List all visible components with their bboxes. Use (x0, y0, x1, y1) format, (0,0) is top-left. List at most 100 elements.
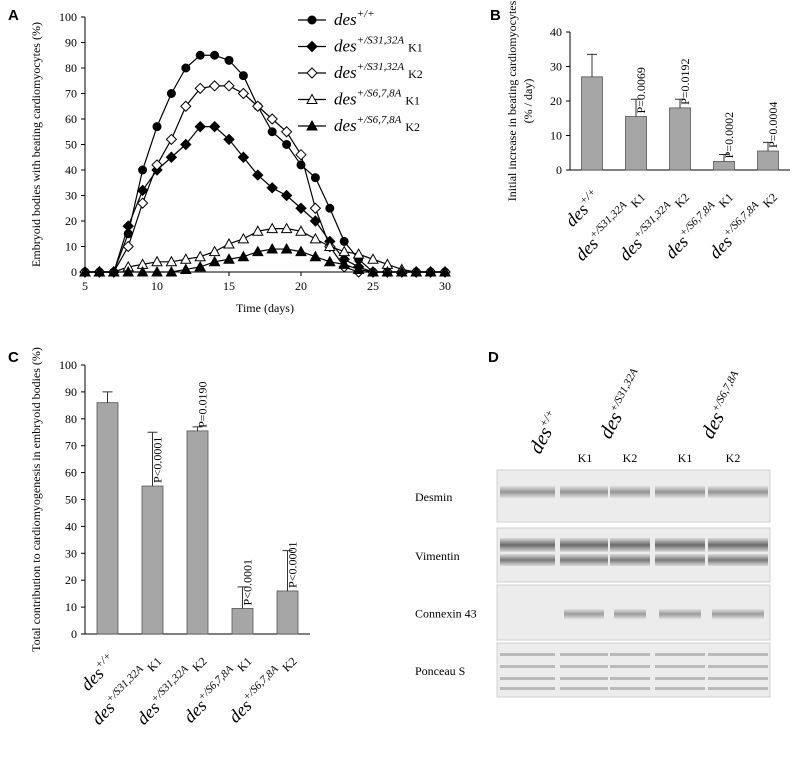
marker (195, 50, 205, 60)
marker (309, 232, 322, 244)
label-genotype: +/S6,7,8A (357, 88, 402, 100)
error-bar (719, 153, 729, 162)
bar (713, 160, 735, 171)
x-tick-label: 20 (295, 279, 307, 293)
marker (224, 55, 234, 65)
band (708, 486, 768, 498)
label-clone: K2 (405, 120, 420, 134)
marker (122, 265, 135, 277)
y-tick-label: 60 (65, 112, 77, 126)
error-bar (237, 586, 248, 609)
band (655, 538, 705, 552)
band (708, 665, 768, 668)
y-tick-label: 30 (65, 189, 77, 203)
y-tick-label: 50 (65, 138, 77, 152)
y-axis-label: Initial increase in beating cardiomyocyt… (505, 0, 519, 201)
legend-marker (306, 67, 318, 79)
marker (152, 122, 162, 132)
legend-marker (306, 119, 318, 131)
marker (280, 189, 293, 202)
marker (223, 253, 235, 264)
marker (280, 222, 293, 234)
marker (223, 80, 235, 92)
marker (237, 87, 250, 100)
legend-marker (306, 40, 318, 53)
marker (223, 133, 235, 146)
x-tick-label: des+/S6,7,8AK2 (704, 186, 781, 263)
marker (138, 165, 148, 175)
panel-label: A (8, 7, 19, 24)
marker (323, 255, 336, 267)
label-genotype: +/S31,32A (608, 366, 641, 414)
label-clone: K2 (408, 67, 423, 81)
marker (381, 265, 394, 277)
marker (194, 260, 207, 272)
marker (424, 265, 437, 277)
y-tick-label: 60 (65, 466, 77, 480)
y-tick-label: 80 (65, 61, 77, 75)
marker (151, 255, 163, 267)
y-axis-label: (% / day) (521, 79, 535, 124)
marker (267, 127, 277, 137)
label-name: des (595, 408, 627, 442)
band (708, 687, 768, 690)
lane-label: des+/+ (525, 408, 565, 458)
label-genotype: +/S31,32A (357, 35, 405, 47)
band (500, 687, 555, 690)
band (560, 486, 608, 498)
band (560, 677, 608, 680)
band (655, 653, 705, 656)
marker (367, 253, 379, 264)
y-tick-label: 20 (65, 573, 77, 587)
marker (410, 265, 423, 277)
marker (79, 265, 91, 277)
marker (223, 237, 235, 249)
marker (208, 245, 221, 257)
label-clone: K1 (716, 190, 736, 210)
marker (166, 89, 176, 98)
band (610, 486, 650, 498)
label-name: des (334, 90, 357, 109)
bar (276, 590, 299, 635)
y-tick-label: 10 (550, 129, 562, 143)
label-clone: K2 (189, 654, 209, 674)
clone-label: K1 (578, 451, 593, 465)
bar (96, 402, 119, 635)
marker (352, 248, 365, 259)
error-bar (282, 550, 293, 591)
marker (180, 100, 192, 112)
row-label: Ponceau S (415, 664, 465, 678)
band (708, 554, 768, 566)
error-bar (147, 431, 158, 487)
y-tick-label: 40 (65, 519, 77, 533)
panel-label: B (490, 7, 501, 24)
marker (208, 80, 221, 92)
legend-marker (306, 93, 318, 104)
marker (395, 265, 408, 277)
marker (309, 250, 322, 262)
marker (180, 138, 192, 151)
p-value: P<0.0001 (241, 559, 255, 605)
marker (208, 255, 221, 267)
marker (136, 265, 149, 277)
marker (266, 182, 278, 194)
marker (310, 173, 320, 183)
marker (309, 215, 322, 227)
band (560, 653, 608, 656)
label-genotype: +/S31,32A (357, 61, 405, 73)
label-name: des (525, 423, 557, 457)
y-axis-label: Embryoid bodies with beating cardiomyocy… (29, 22, 43, 267)
marker (280, 126, 293, 138)
x-tick-label: 30 (439, 279, 451, 293)
band (560, 538, 608, 552)
row-label: Desmin (415, 490, 452, 504)
y-tick-label: 30 (550, 60, 562, 74)
band (655, 554, 705, 566)
marker (338, 245, 351, 257)
bar (231, 608, 254, 635)
y-tick-label: 40 (65, 163, 77, 177)
marker (122, 240, 134, 253)
marker (323, 240, 336, 251)
marker (280, 243, 293, 254)
band (655, 665, 705, 668)
